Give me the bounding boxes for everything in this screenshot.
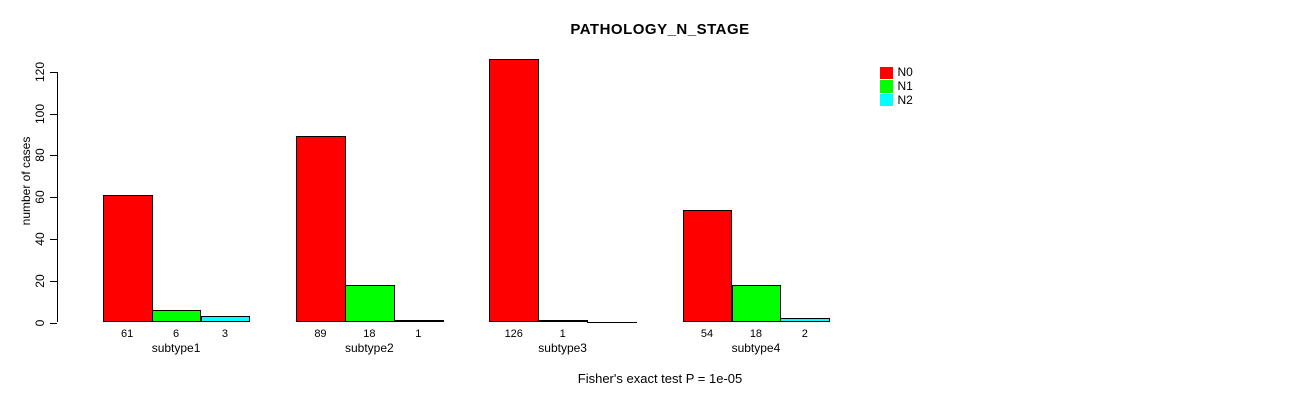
- bar-value-label: 54: [700, 328, 714, 340]
- bar-n1-subtype4: [731, 284, 782, 323]
- bar-n2-subtype1: [200, 316, 251, 323]
- category-label-subtype3: subtype3: [538, 341, 587, 355]
- y-axis-title: number of cases: [19, 136, 33, 226]
- legend-entry-n1: N1: [880, 80, 913, 94]
- y-tick-label: 100: [33, 103, 47, 124]
- bar-value-label: 6: [172, 328, 180, 340]
- y-tick: [50, 238, 57, 240]
- y-tick: [50, 71, 57, 73]
- y-axis-line: [57, 71, 58, 323]
- y-tick: [50, 322, 57, 324]
- bar-n2-subtype2: [393, 320, 444, 323]
- y-tick: [50, 197, 57, 199]
- bar-value-label: 18: [749, 328, 763, 340]
- y-tick-label: 0: [33, 319, 47, 326]
- bar-n0-subtype2: [296, 136, 346, 323]
- bar-value-label: 89: [314, 328, 327, 340]
- bar-n2-subtype4: [780, 318, 831, 323]
- bar-n0-subtype1: [102, 195, 153, 323]
- legend-label-n1: N1: [897, 79, 913, 94]
- y-tick-label: 80: [33, 148, 47, 162]
- bar-value-label: 2: [801, 328, 808, 340]
- category-label-subtype4: subtype4: [731, 341, 781, 355]
- legend-entry-n2: N2: [880, 93, 913, 107]
- legend-label-n0: N0: [897, 65, 913, 80]
- y-tick: [50, 113, 57, 115]
- bar-value-label: 126: [504, 328, 523, 340]
- chart-title: PATHOLOGY_N_STAGE: [570, 21, 750, 38]
- y-tick-label: 40: [33, 232, 47, 246]
- y-tick: [50, 280, 57, 282]
- legend-label-n2: N2: [897, 92, 913, 107]
- bar-n2-subtype3: [587, 321, 637, 323]
- y-tick: [50, 155, 57, 157]
- annotation-fisher-test: Fisher's exact test P = 1e-05: [577, 371, 743, 386]
- legend-swatch-n0: [880, 66, 893, 80]
- y-tick-label: 60: [33, 190, 47, 204]
- legend-entry-n0: N0: [880, 66, 913, 80]
- category-label-subtype2: subtype2: [344, 341, 394, 355]
- bar-value-label: 3: [221, 328, 228, 340]
- legend-swatch-n1: [880, 80, 893, 93]
- y-tick-label: 20: [33, 274, 47, 288]
- bar-value-label: 1: [415, 328, 422, 340]
- bar-value-label: 61: [121, 328, 134, 340]
- y-tick-label: 120: [33, 61, 47, 82]
- legend-swatch-n2: [880, 93, 893, 107]
- bar-n0-subtype3: [489, 59, 540, 323]
- category-label-subtype1: subtype1: [151, 341, 201, 355]
- bar-value-label: 18: [363, 328, 376, 340]
- bar-n1-subtype1: [151, 309, 202, 323]
- bar-n1-subtype2: [344, 284, 395, 323]
- bar-n1-subtype3: [538, 320, 589, 323]
- bar-n0-subtype4: [682, 209, 733, 323]
- bar-value-label: 1: [559, 328, 566, 340]
- legend: N0 N1 N2: [880, 66, 913, 107]
